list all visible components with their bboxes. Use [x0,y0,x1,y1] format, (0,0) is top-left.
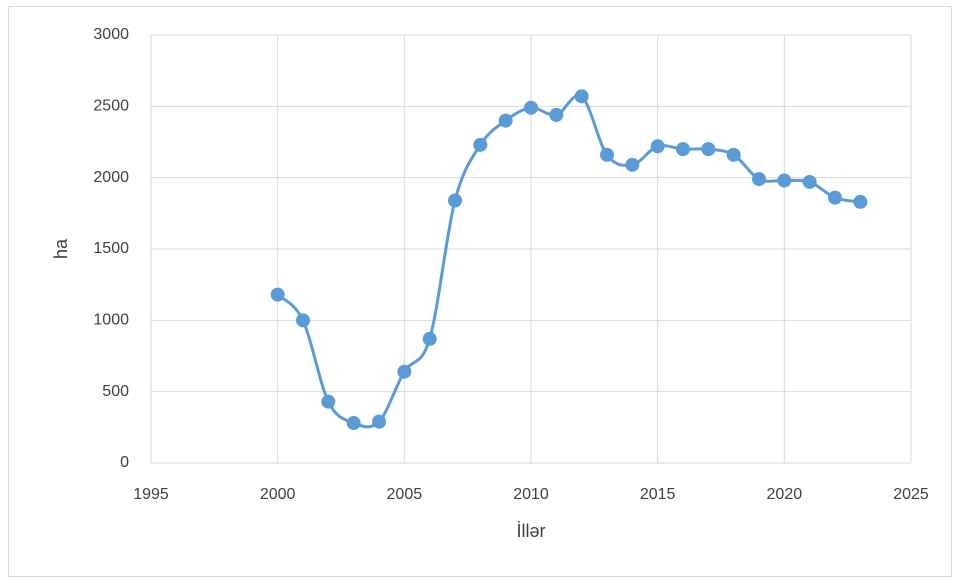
marker [372,414,386,429]
marker [498,113,513,128]
marker [397,364,412,379]
x-tick-label: 2005 [387,486,423,503]
marker [726,147,741,162]
marker [296,313,310,328]
marker [524,100,538,115]
chart-frame [8,6,952,577]
y-tick-label: 500 [102,383,129,400]
x-tick-label: 2010 [513,486,549,503]
marker [270,287,285,302]
marker [422,331,437,346]
marker [321,394,336,409]
y-tick-label: 2000 [93,169,129,186]
marker [574,89,589,104]
marker [346,416,361,431]
y-axis-label: ha [51,238,71,259]
marker [600,147,614,162]
y-tick-label: 1000 [93,312,129,329]
marker [752,172,766,187]
marker [625,157,640,172]
marker [549,107,564,122]
y-tick-label: 0 [120,454,129,471]
y-tick-label: 1500 [93,240,129,257]
marker [701,142,716,157]
marker [802,174,817,189]
x-tick-label: 1995 [133,486,169,503]
y-tick-label: 2500 [93,98,129,115]
marker [828,190,842,205]
y-tick-label: 3000 [93,26,129,43]
marker [650,139,665,154]
x-tick-label: 2020 [767,486,803,503]
x-tick-label: 2000 [260,486,296,503]
marker [448,193,462,208]
marker [777,173,792,188]
marker [473,137,488,152]
x-axis-label: İllər [516,521,545,541]
x-tick-label: 2025 [893,486,929,503]
x-tick-label: 2015 [640,486,676,503]
marker [676,142,690,157]
marker [853,194,868,209]
